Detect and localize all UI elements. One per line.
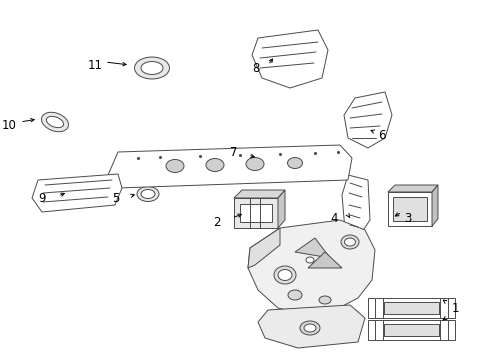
Polygon shape bbox=[32, 174, 122, 212]
Text: 8: 8 bbox=[251, 62, 259, 75]
Text: 7: 7 bbox=[229, 145, 237, 158]
Text: 1: 1 bbox=[451, 302, 459, 315]
Ellipse shape bbox=[278, 270, 291, 280]
Polygon shape bbox=[367, 320, 454, 340]
Polygon shape bbox=[343, 92, 391, 148]
Polygon shape bbox=[307, 252, 341, 268]
Ellipse shape bbox=[41, 112, 68, 132]
Text: 11: 11 bbox=[88, 59, 103, 72]
Text: 6: 6 bbox=[377, 129, 385, 141]
Polygon shape bbox=[341, 175, 369, 235]
Ellipse shape bbox=[141, 62, 163, 75]
Polygon shape bbox=[387, 192, 431, 226]
Polygon shape bbox=[431, 185, 437, 226]
Polygon shape bbox=[247, 220, 374, 315]
Text: 5: 5 bbox=[112, 192, 119, 204]
Ellipse shape bbox=[141, 189, 155, 198]
Polygon shape bbox=[108, 145, 351, 188]
Ellipse shape bbox=[344, 238, 355, 246]
Ellipse shape bbox=[245, 158, 264, 171]
Ellipse shape bbox=[137, 186, 159, 202]
Text: 10: 10 bbox=[2, 118, 17, 131]
Ellipse shape bbox=[299, 321, 319, 335]
Polygon shape bbox=[392, 197, 426, 221]
Polygon shape bbox=[367, 298, 454, 318]
Ellipse shape bbox=[305, 257, 313, 263]
Ellipse shape bbox=[165, 159, 183, 172]
Ellipse shape bbox=[287, 158, 302, 168]
Text: 2: 2 bbox=[213, 216, 220, 229]
Polygon shape bbox=[258, 305, 364, 348]
Polygon shape bbox=[247, 228, 280, 268]
Ellipse shape bbox=[205, 158, 224, 171]
Polygon shape bbox=[278, 190, 285, 228]
Polygon shape bbox=[383, 302, 438, 314]
Ellipse shape bbox=[304, 324, 315, 332]
Polygon shape bbox=[234, 190, 285, 198]
Polygon shape bbox=[294, 238, 329, 258]
Ellipse shape bbox=[134, 57, 169, 79]
Ellipse shape bbox=[273, 266, 295, 284]
Polygon shape bbox=[240, 204, 271, 222]
Polygon shape bbox=[234, 198, 278, 228]
Ellipse shape bbox=[318, 296, 330, 304]
Polygon shape bbox=[387, 185, 437, 192]
Polygon shape bbox=[251, 30, 327, 88]
Ellipse shape bbox=[46, 116, 63, 127]
Text: 4: 4 bbox=[329, 212, 337, 225]
Text: 3: 3 bbox=[403, 212, 410, 225]
Ellipse shape bbox=[287, 290, 302, 300]
Polygon shape bbox=[383, 324, 438, 336]
Text: 9: 9 bbox=[38, 192, 45, 204]
Ellipse shape bbox=[340, 235, 358, 249]
